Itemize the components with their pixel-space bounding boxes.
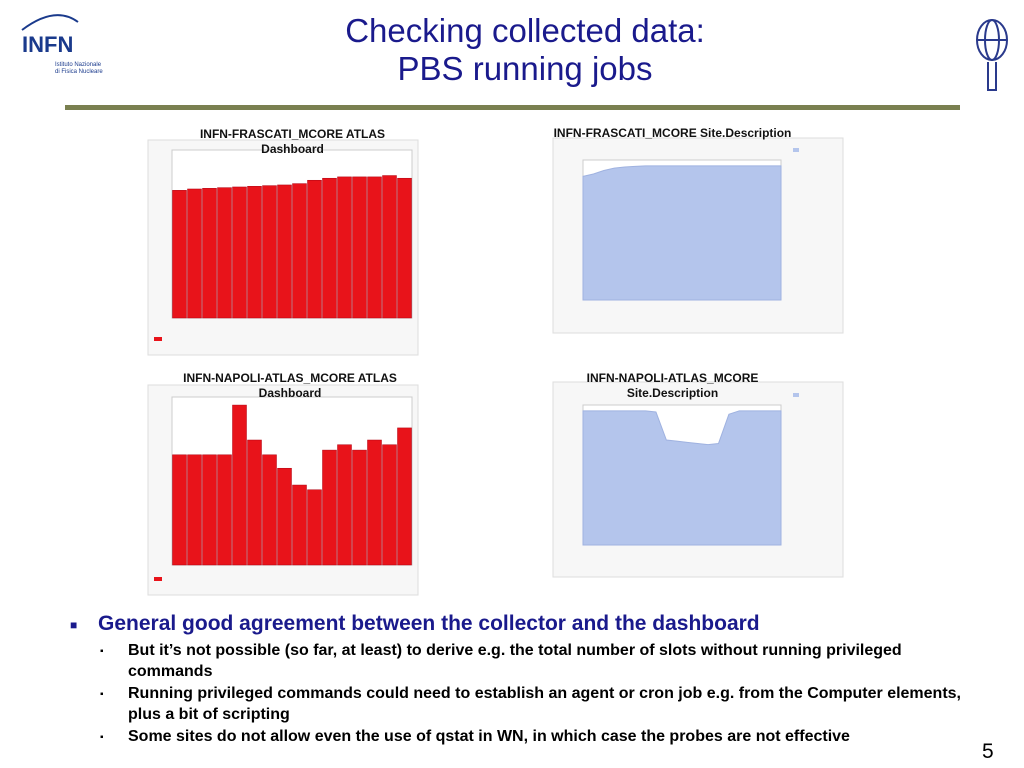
panel-label-line: INFN-FRASCATI_MCORE ATLAS xyxy=(199,127,386,141)
legend-swatch xyxy=(793,148,799,152)
sub-bullet-text: Running privileged commands could need t… xyxy=(128,685,961,723)
infn-logo: INFN Istituto Nazionale di Fisica Nuclea… xyxy=(21,14,103,75)
bar xyxy=(337,444,352,566)
area xyxy=(582,410,782,546)
atlas-logo xyxy=(976,19,1008,91)
bar xyxy=(277,467,292,566)
bar xyxy=(397,427,412,566)
logo-line: di Fisica Nucleare xyxy=(55,69,103,75)
bar xyxy=(217,187,232,319)
title-rule xyxy=(65,105,960,110)
slide-title: Checking collected data: PBS running job… xyxy=(200,12,850,88)
bar xyxy=(217,454,232,566)
legend-swatch xyxy=(154,337,162,341)
legend-swatch xyxy=(793,393,799,397)
legend-swatch xyxy=(154,577,162,581)
sub-bullet: ▪ Some sites do not allow even the use of… xyxy=(100,726,970,747)
sub-bullets: ▪ But it’s not possible (so far, at least… xyxy=(100,640,970,748)
bar xyxy=(292,183,307,319)
bar xyxy=(352,176,367,319)
bar xyxy=(262,454,277,566)
bar xyxy=(382,175,397,319)
bar xyxy=(172,190,187,319)
sub-bullet: ▪ Running privileged commands could need … xyxy=(100,683,970,725)
bar xyxy=(187,454,202,566)
sub-bullet-marker: ▪ xyxy=(100,689,104,700)
bar xyxy=(202,188,217,319)
bar xyxy=(397,177,412,319)
bar xyxy=(307,489,322,566)
sub-bullet: ▪ But it’s not possible (so far, at least… xyxy=(100,640,970,682)
sub-bullet-text: But it’s not possible (so far, at least)… xyxy=(128,642,902,680)
title-line: PBS running jobs xyxy=(397,50,653,87)
panel-label: INFN-NAPOLI-ATLAS_MCORE ATLAS Dashboard xyxy=(170,371,410,401)
bar xyxy=(277,184,292,319)
panel-label-line: INFN-NAPOLI-ATLAS_MCORE xyxy=(586,371,759,385)
bar xyxy=(352,449,367,566)
bar xyxy=(367,176,382,319)
sub-bullet-marker: ▪ xyxy=(100,646,104,657)
bar xyxy=(367,439,382,566)
bar xyxy=(232,404,247,566)
panel-label-line: INFN-NAPOLI-ATLAS_MCORE ATLAS xyxy=(183,371,397,385)
panel-label: INFN-FRASCATI_MCORE ATLAS Dashboard xyxy=(180,127,405,157)
sub-bullet-text: Some sites do not allow even the use of … xyxy=(128,728,850,745)
bar xyxy=(232,186,247,319)
bar xyxy=(292,484,307,566)
panel-label-line: Dashboard xyxy=(261,142,324,156)
logo-name: INFN xyxy=(22,32,73,57)
title-line: Checking collected data: xyxy=(345,12,705,49)
logo-line: Istituto Nazionale xyxy=(55,62,102,68)
bar xyxy=(247,439,262,566)
sub-bullet-marker: ▪ xyxy=(100,732,104,743)
panel-label: INFN-FRASCATI_MCORE Site.Description xyxy=(540,126,805,141)
area xyxy=(582,165,782,301)
bar xyxy=(202,454,217,566)
bar xyxy=(187,188,202,319)
bar xyxy=(262,185,277,319)
bar xyxy=(382,444,397,566)
panel-label-line: Site.Description xyxy=(626,386,719,400)
bar xyxy=(337,176,352,319)
bullet-text: General good agreement between the colle… xyxy=(98,612,760,635)
bullet-marker: ■ xyxy=(70,618,78,632)
bar xyxy=(247,186,262,319)
bar xyxy=(322,449,337,566)
panel-label-line: INFN-FRASCATI_MCORE Site.Description xyxy=(553,126,792,140)
panel-label: INFN-NAPOLI-ATLAS_MCORE Site.Description xyxy=(540,371,805,401)
bar xyxy=(172,454,187,566)
bar xyxy=(307,179,322,319)
panel-label-line: Dashboard xyxy=(258,386,322,400)
page-number: 5 xyxy=(982,740,994,763)
bar xyxy=(322,177,337,319)
